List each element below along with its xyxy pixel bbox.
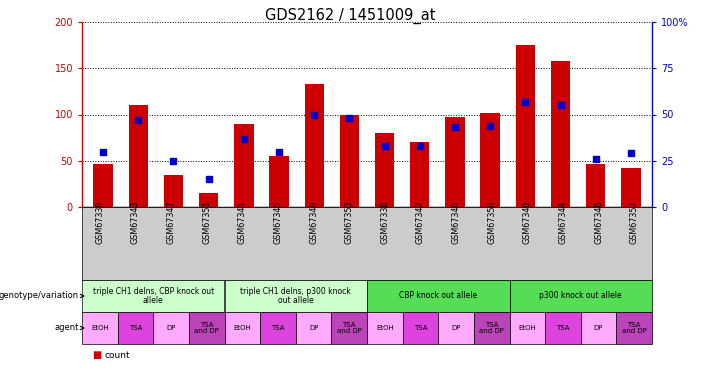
Text: DP: DP [594, 325, 604, 331]
Text: GSM67344: GSM67344 [559, 200, 567, 243]
Text: DP: DP [166, 325, 176, 331]
Bar [340, 114, 359, 207]
Point [379, 143, 390, 149]
Text: TSA
and DP: TSA and DP [194, 322, 219, 334]
Bar [199, 193, 218, 207]
Point [343, 115, 355, 121]
Text: ■: ■ [93, 350, 102, 360]
Text: EtOH: EtOH [519, 325, 536, 331]
Bar [410, 142, 430, 207]
Bar [128, 105, 148, 207]
Point [519, 99, 531, 105]
Text: TSA: TSA [271, 325, 285, 331]
Text: TSA
and DP: TSA and DP [336, 322, 362, 334]
Text: GSM67347: GSM67347 [167, 200, 175, 243]
Point [484, 123, 496, 129]
Text: GSM67348: GSM67348 [594, 200, 603, 243]
Point [555, 102, 566, 108]
Text: GSM67342: GSM67342 [416, 200, 425, 243]
Text: GSM67339: GSM67339 [95, 200, 104, 243]
Bar [93, 164, 113, 207]
Point [168, 158, 179, 164]
Text: CBP knock out allele: CBP knock out allele [399, 291, 477, 300]
Text: TSA
and DP: TSA and DP [479, 322, 504, 334]
Text: GSM67341: GSM67341 [238, 200, 247, 243]
Bar [621, 168, 641, 207]
Text: EtOH: EtOH [376, 325, 394, 331]
Text: GSM67349: GSM67349 [309, 200, 318, 243]
Text: agent: agent [54, 324, 79, 333]
Text: GSM67353: GSM67353 [345, 200, 354, 243]
Point [238, 135, 250, 141]
Bar [445, 117, 465, 207]
Point [273, 148, 285, 154]
Text: GSM67346: GSM67346 [451, 200, 461, 243]
Text: triple CH1 delns, p300 knock
out allele: triple CH1 delns, p300 knock out allele [240, 286, 351, 305]
Text: EtOH: EtOH [233, 325, 251, 331]
Text: GDS2162 / 1451009_at: GDS2162 / 1451009_at [265, 8, 436, 24]
Text: count: count [104, 351, 130, 360]
Bar [164, 175, 183, 207]
Bar [269, 156, 289, 207]
Text: triple CH1 delns, CBP knock out
allele: triple CH1 delns, CBP knock out allele [93, 286, 214, 305]
Bar [304, 84, 324, 207]
Bar [551, 61, 570, 207]
Text: TSA: TSA [414, 325, 427, 331]
Text: TSA
and DP: TSA and DP [622, 322, 646, 334]
Text: GSM67345: GSM67345 [273, 200, 283, 243]
Text: p300 knock out allele: p300 knock out allele [540, 291, 622, 300]
Point [414, 143, 426, 149]
Bar [586, 165, 606, 207]
Text: GSM67340: GSM67340 [523, 200, 532, 243]
Text: TSA: TSA [129, 325, 142, 331]
Bar [375, 133, 394, 207]
Text: EtOH: EtOH [91, 325, 109, 331]
Text: TSA: TSA [556, 325, 570, 331]
Text: DP: DP [451, 325, 461, 331]
Text: GSM67343: GSM67343 [131, 200, 140, 243]
Point [449, 124, 461, 130]
Text: genotype/variation: genotype/variation [0, 291, 79, 300]
Text: GSM67338: GSM67338 [381, 200, 389, 243]
Point [590, 156, 601, 162]
Text: GSM67351: GSM67351 [202, 200, 211, 243]
Text: DP: DP [309, 325, 318, 331]
Bar [480, 112, 500, 207]
Point [625, 150, 637, 156]
Point [132, 117, 144, 123]
Bar [234, 124, 254, 207]
Text: GSM67352: GSM67352 [629, 200, 639, 243]
Bar [516, 45, 535, 207]
Point [97, 148, 109, 154]
Point [203, 176, 215, 182]
Point [308, 111, 320, 117]
Text: GSM67350: GSM67350 [487, 200, 496, 243]
